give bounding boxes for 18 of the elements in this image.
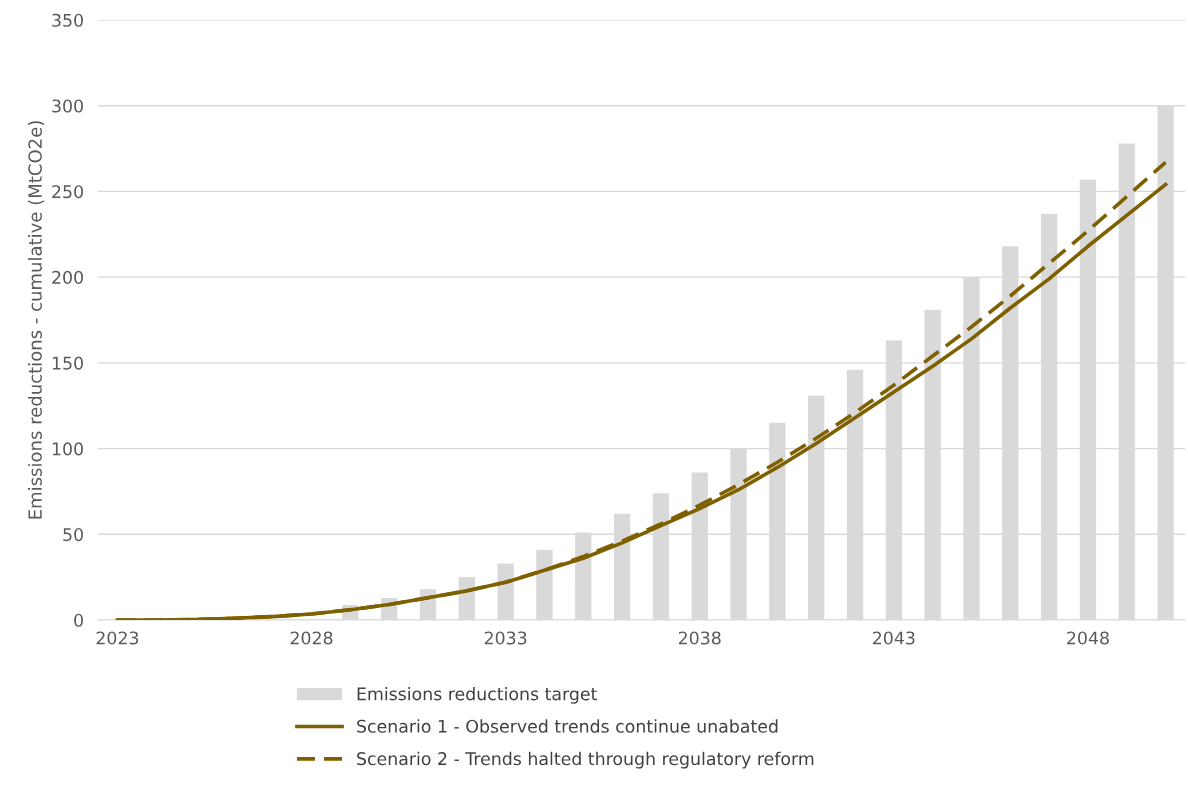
- y-tick-label: 0: [74, 613, 83, 627]
- x-tick-label: 2038: [678, 631, 721, 645]
- y-tick-label: 350: [52, 13, 83, 27]
- x-tick-label: 2033: [484, 631, 527, 645]
- y-axis-title: Emissions reductions - cumulative (MtCO2e): [27, 121, 45, 519]
- legend-label: Scenario 1 - Observed trends continue unabated: [357, 719, 778, 733]
- y-tick-label: 50: [63, 528, 83, 542]
- x-tick-label: 2043: [873, 631, 915, 645]
- x-tick-label: 2028: [290, 631, 333, 645]
- y-tick-label: 200: [52, 270, 83, 284]
- legend-label: Scenario 2 - Trends halted through regulatory reform: [357, 751, 814, 769]
- y-tick-label: 100: [52, 442, 83, 456]
- x-tick-label: 2048: [1067, 631, 1109, 645]
- legend-label: Emissions reductions target: [357, 686, 597, 704]
- y-tick-label: 300: [52, 99, 83, 113]
- y-tick-label: 250: [52, 185, 83, 199]
- x-tick-label: 2023: [96, 631, 139, 645]
- y-tick-label: 150: [52, 356, 83, 370]
